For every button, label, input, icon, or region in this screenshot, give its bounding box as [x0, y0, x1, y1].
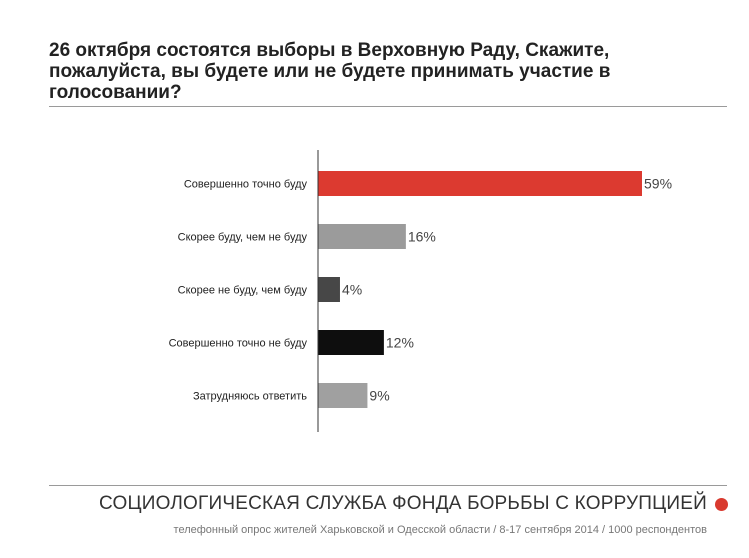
bar — [318, 171, 642, 196]
category-label: Совершенно точно буду — [184, 179, 308, 191]
brand-dot-icon — [715, 498, 728, 511]
bar — [318, 330, 384, 355]
value-label: 9% — [369, 388, 389, 404]
bar-chart: Совершенно точно буду 59% Скорее буду, чем… — [169, 150, 672, 432]
title-divider — [49, 106, 727, 107]
value-label: 4% — [342, 282, 362, 298]
value-label: 12% — [386, 335, 414, 351]
survey-note: телефонный опрос жителей Харьковской и О… — [173, 524, 707, 536]
category-label: Скорее буду, чем не буду — [178, 232, 308, 244]
bar — [318, 277, 340, 302]
organization-name: СОЦИОЛОГИЧЕСКАЯ СЛУЖБА ФОНДА БОРЬБЫ С КО… — [99, 493, 707, 514]
value-label: 16% — [408, 229, 436, 245]
bar — [318, 224, 406, 249]
category-label: Затрудняюсь ответить — [193, 391, 307, 403]
category-label: Совершенно точно не буду — [169, 338, 308, 350]
category-label: Скорее не буду, чем буду — [178, 285, 308, 297]
value-label: 59% — [644, 176, 672, 192]
footer-divider — [49, 485, 727, 486]
bar — [318, 383, 368, 408]
bars-layer: Совершенно точно буду 59% Скорее буду, чем… — [169, 171, 672, 408]
chart-title: 26 октября состоятся выборы в Верховную … — [49, 40, 611, 103]
